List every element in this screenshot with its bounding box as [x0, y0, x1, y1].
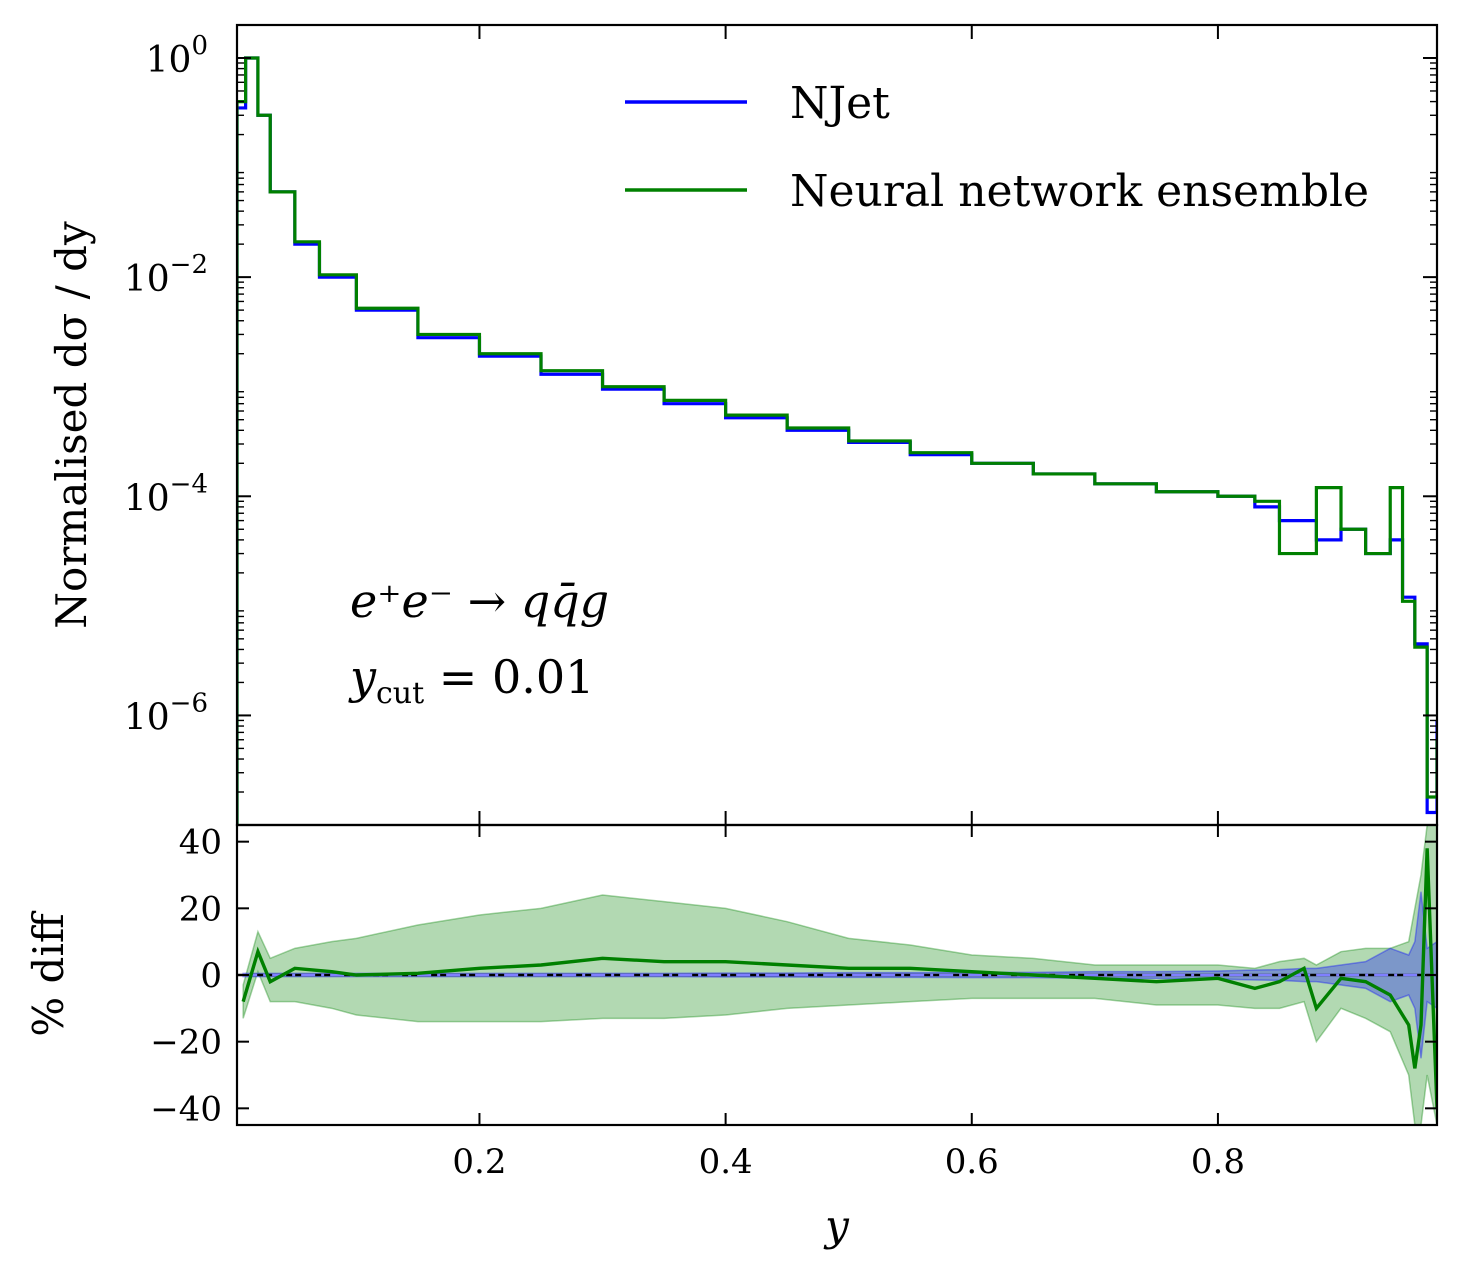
- main-panel: 100 10−2 10−4 10−6 Normalised dσ / dy NJet …: [47, 23, 1439, 827]
- ratio-series-group: [237, 825, 1437, 1125]
- ratio-ytick-label-3: −20: [150, 1023, 222, 1063]
- main-ytick-label-0: 100: [146, 31, 208, 81]
- ycut-subscript: cut: [376, 676, 424, 711]
- ratio-xtick-labels: 0.2 0.4 0.6 0.8: [452, 1142, 1245, 1182]
- ratio-y-axis-title: % diff: [24, 910, 73, 1037]
- main-series-line-nn: [237, 56, 1437, 825]
- ratio-xtick-label-2: 0.6: [945, 1142, 999, 1182]
- legend-label-nn: Neural network ensemble: [790, 166, 1369, 217]
- main-series-group: [237, 56, 1437, 825]
- main-y-axis-title: Normalised dσ / dy: [47, 221, 96, 629]
- ratio-ytick-label-0: 40: [179, 823, 222, 863]
- ratio-ytick-label-1: 20: [179, 889, 222, 929]
- main-ytick-label-2: 10−4: [124, 469, 208, 519]
- main-ytick-label-1: 10−2: [124, 250, 208, 300]
- ratio-xtick-label-0: 0.2: [452, 1142, 506, 1182]
- ratio-ytick-label-4: −40: [150, 1089, 222, 1129]
- legend: NJet Neural network ensemble: [625, 78, 1369, 217]
- ratio-ticks: [237, 825, 1437, 1125]
- main-ytick-label-3: 10−6: [124, 688, 208, 738]
- process-annotation: e⁺e⁻ → qq̄g: [350, 574, 609, 628]
- main-ytick-labels: 100 10−2 10−4 10−6: [124, 31, 208, 738]
- ratio-xtick-label-3: 0.8: [1191, 1142, 1245, 1182]
- ycut-annotation: ycut = 0.01: [348, 650, 594, 711]
- x-axis-title: y: [823, 1201, 850, 1250]
- ycut-value: = 0.01: [424, 650, 594, 704]
- legend-label-njet: NJet: [790, 78, 890, 129]
- ratio-ytick-labels: 40 20 0 −20 −40: [150, 823, 222, 1130]
- ratio-panel: 40 20 0 −20 −40 0.2 0.4 0.6 0.8 % diff y: [24, 823, 1439, 1250]
- ratio-line-nn: [241, 848, 1437, 1109]
- ratio-xtick-label-1: 0.4: [699, 1142, 753, 1182]
- main-ticks: [237, 24, 1437, 825]
- ycut-symbol: y: [348, 650, 377, 704]
- ratio-ytick-label-2: 0: [200, 956, 222, 996]
